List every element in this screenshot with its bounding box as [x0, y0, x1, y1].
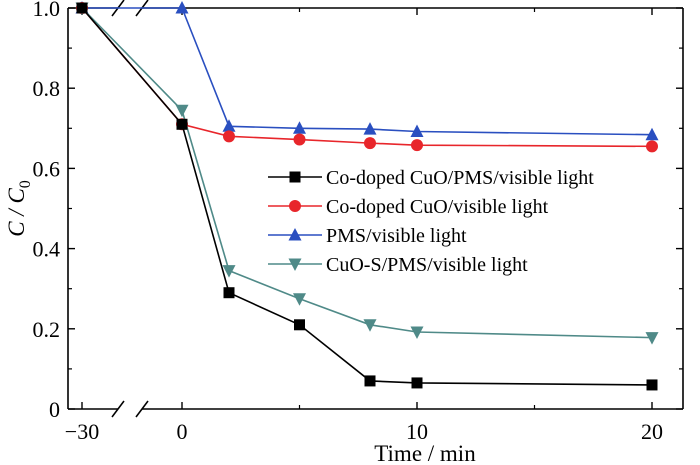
legend-item: PMS/visible light: [268, 225, 467, 247]
axis-break-mark: [135, 400, 149, 418]
legend-item: Co-doped CuO/PMS/visible light: [268, 167, 594, 189]
data-point: [293, 293, 306, 306]
data-point: [645, 127, 659, 141]
series-0: [76, 2, 658, 391]
y-tick-label: 0.4: [33, 237, 61, 262]
series-line: [81, 7, 653, 148]
x-tick-label: 20: [641, 419, 663, 444]
y-tick-label: 0: [49, 397, 60, 422]
x-tick-label: 0: [177, 419, 188, 444]
axis-titles: Time / min C / C0: [4, 180, 476, 465]
data-point: [222, 119, 236, 132]
legend: Co-doped CuO/PMS/visible light Co-doped C…: [268, 167, 594, 276]
data-point: [294, 319, 305, 331]
data-point: [76, 2, 88, 14]
data-point: [175, 104, 189, 118]
series-group: [75, 1, 659, 391]
y-axis-title: C / C0: [4, 180, 34, 237]
data-point: [363, 122, 377, 135]
y-axis-title-sub: 0: [17, 180, 34, 188]
y-tick-label: 1.0: [33, 0, 61, 21]
legend-label: PMS/visible light: [326, 225, 467, 247]
data-point: [411, 139, 423, 152]
legend-label: CuO-S/PMS/visible light: [326, 254, 528, 276]
data-point: [176, 118, 188, 130]
data-point: [293, 133, 306, 146]
data-point: [175, 1, 189, 14]
y-tick-label: 0.8: [33, 76, 61, 101]
x-tick-label: 10: [406, 419, 428, 444]
legend-item: Co-doped CuO/visible light: [268, 196, 549, 218]
data-point: [646, 379, 658, 391]
data-point: [646, 140, 658, 153]
data-point: [364, 137, 376, 150]
legend-marker: [289, 200, 301, 212]
legend-item: CuO-S/PMS/visible light: [268, 254, 528, 276]
data-point: [364, 375, 376, 387]
legend-marker: [288, 228, 302, 241]
data-point: [645, 332, 659, 345]
data-point: [293, 121, 306, 134]
series-2: [75, 1, 659, 141]
y-tick-label: 0.6: [33, 156, 61, 181]
data-point: [363, 319, 377, 332]
x-axis-title: Time / min: [374, 441, 476, 465]
y-axis-title-main: C / C: [4, 188, 29, 237]
data-point: [223, 130, 235, 143]
series-line: [82, 7, 653, 136]
legend-marker: [288, 258, 302, 271]
y-tick-label: 0.2: [33, 317, 61, 342]
axis-break-mark: [111, 400, 125, 418]
data-point: [410, 326, 424, 340]
legend-label: Co-doped CuO/visible light: [326, 196, 549, 218]
legend-marker: [289, 171, 301, 183]
axes: 00.20.40.60.81.0−30 0 10 20: [33, 0, 684, 444]
data-point: [411, 377, 423, 389]
data-point: [223, 287, 235, 299]
data-point: [410, 124, 424, 138]
x-tick-label: −30: [65, 419, 99, 444]
legend-label: Co-doped CuO/PMS/visible light: [326, 167, 594, 189]
data-point: [222, 265, 236, 278]
